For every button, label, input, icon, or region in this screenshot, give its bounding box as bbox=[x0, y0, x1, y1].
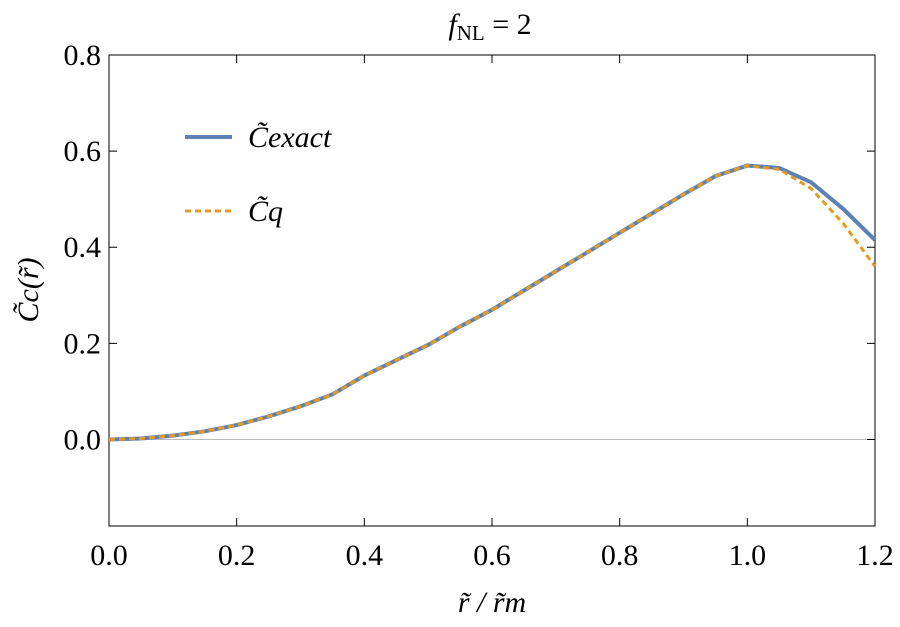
series-line bbox=[108, 163, 877, 442]
y-tick-label: 0.8 bbox=[64, 39, 102, 72]
series-line bbox=[108, 164, 877, 441]
y-axis-label: C̃c(r̃) bbox=[12, 258, 45, 323]
y-tick-label: 0.4 bbox=[64, 231, 102, 264]
y-tick-label: 0.0 bbox=[64, 423, 102, 456]
x-tick-label: 0.0 bbox=[90, 539, 128, 572]
title-part: = 2 bbox=[485, 8, 532, 41]
legend-label: C̃exact bbox=[248, 121, 332, 154]
chart-title: fNL = 2 bbox=[448, 8, 531, 45]
y-tick-label: 0.2 bbox=[64, 327, 102, 360]
title-part: NL bbox=[457, 21, 485, 45]
x-tick-label: 0.6 bbox=[473, 539, 511, 572]
x-tick-label: 1.2 bbox=[856, 539, 894, 572]
plot-frame bbox=[108, 54, 876, 527]
x-axis-label: r̃ / r̃m bbox=[458, 586, 526, 619]
x-tick-label: 0.4 bbox=[346, 539, 384, 572]
x-tick-label: 0.2 bbox=[218, 539, 256, 572]
legend-label: C̃q bbox=[248, 195, 283, 228]
y-tick-label: 0.6 bbox=[64, 135, 102, 168]
x-tick-label: 1.0 bbox=[729, 539, 767, 572]
x-tick-label: 0.8 bbox=[601, 539, 639, 572]
